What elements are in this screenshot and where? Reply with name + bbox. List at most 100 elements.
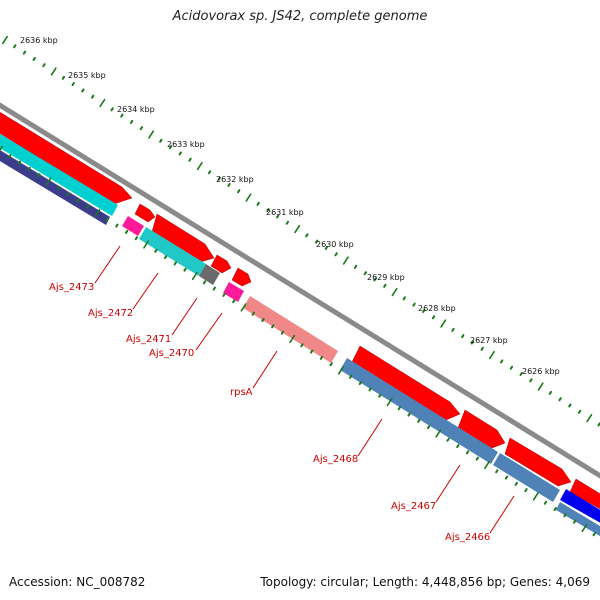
feature-blue-1 <box>560 489 600 523</box>
leader-rpsA <box>252 350 278 389</box>
gene-forward-4 <box>210 254 232 274</box>
tick-mark <box>500 359 504 364</box>
tick-mark <box>577 409 582 414</box>
tick-mark <box>86 204 90 209</box>
kbp-label: 2626 kbp <box>522 367 560 376</box>
tick-mark <box>407 412 411 417</box>
tick-mark <box>314 239 319 244</box>
tick-mark <box>373 277 377 282</box>
leader-Ajs_2468 <box>357 418 383 457</box>
tick-mark <box>581 523 588 533</box>
tick-mark <box>0 145 3 152</box>
kbp-label: 2634 kbp <box>117 105 155 114</box>
tick-mark <box>329 362 333 367</box>
tick-mark <box>222 292 226 297</box>
tick-mark <box>349 374 353 379</box>
tick-mark <box>2 35 8 45</box>
outer-tick-ring <box>2 35 600 427</box>
tick-mark <box>358 381 363 386</box>
tick-mark <box>519 371 523 376</box>
tick-mark <box>514 481 518 486</box>
tick-mark <box>573 519 577 524</box>
feature-navy-1 <box>0 150 110 225</box>
tick-mark <box>337 366 344 375</box>
tick-mark <box>431 315 436 320</box>
tick-mark <box>202 280 207 285</box>
tick-mark <box>105 217 109 222</box>
tick-mark <box>353 264 358 269</box>
gene-label: Ajs_2466 <box>445 532 490 543</box>
tick-mark <box>558 397 562 402</box>
gene-label: Ajs_2470 <box>149 348 194 359</box>
tick-mark <box>363 271 367 276</box>
tick-mark <box>440 319 447 328</box>
feature-salmon-1 <box>243 296 338 363</box>
tick-mark <box>232 299 236 304</box>
tick-mark <box>245 193 252 202</box>
leader-Ajs_2473 <box>94 245 121 284</box>
tick-mark <box>480 346 484 351</box>
leader-Ajs_2472 <box>132 272 159 310</box>
gene-label: Ajs_2473 <box>49 282 94 293</box>
tick-mark <box>592 532 596 537</box>
tick-mark <box>368 387 372 392</box>
tick-mark <box>148 130 155 139</box>
tick-mark <box>168 145 173 150</box>
tick-mark <box>488 350 495 360</box>
gene-forward-1 <box>0 111 133 205</box>
tick-mark <box>56 185 61 190</box>
tick-mark <box>120 113 124 118</box>
tick-mark <box>548 390 553 395</box>
kbp-labels: 2636 kbp 2635 kbp 2634 kbp 2633 kbp 2632… <box>20 36 560 376</box>
tick-mark <box>110 107 114 112</box>
inner-tick-ring <box>0 145 596 537</box>
tick-mark <box>324 245 329 250</box>
tick-mark <box>45 177 52 186</box>
tick-mark <box>163 255 168 260</box>
tick-mark <box>27 166 31 171</box>
tick-mark <box>134 236 139 241</box>
gene-label: Ajs_2468 <box>313 454 358 465</box>
tick-mark <box>196 161 203 171</box>
tick-mark <box>159 138 163 143</box>
accession-text: Accession: NC_008782 <box>9 575 146 589</box>
tick-mark <box>543 500 548 505</box>
tick-mark <box>524 488 528 493</box>
tick-mark <box>294 224 301 234</box>
kbp-label: 2627 kbp <box>470 336 508 345</box>
tick-mark <box>237 189 241 194</box>
tick-mark <box>94 208 101 218</box>
tick-mark <box>475 456 479 461</box>
gene-forward-7 <box>457 409 506 449</box>
tick-mark <box>391 287 398 297</box>
tick-mark <box>456 444 460 449</box>
tick-mark <box>188 157 192 162</box>
tick-mark <box>99 98 106 108</box>
tick-mark <box>495 469 499 474</box>
backbone <box>0 102 600 479</box>
feature-grey-1 <box>199 264 220 285</box>
tick-mark <box>417 418 421 423</box>
tick-mark <box>139 126 143 131</box>
gene-labels: Ajs_2473 Ajs_2472 Ajs_2471 Ajs_2470 rpsA… <box>49 282 490 543</box>
leader-Ajs_2466 <box>489 495 515 534</box>
feature-steelblue-1 <box>340 358 498 464</box>
tick-mark <box>334 252 338 257</box>
feature-bars <box>0 134 600 537</box>
tick-mark <box>32 56 36 61</box>
tick-mark <box>532 492 539 501</box>
tick-mark <box>470 340 475 345</box>
tick-mark <box>412 302 416 307</box>
gene-forward-9 <box>569 478 600 510</box>
page-title: Acidovorax sp. JS42, complete genome <box>172 9 428 24</box>
tick-mark <box>217 176 221 181</box>
tick-mark <box>71 82 75 87</box>
tick-mark <box>426 425 431 430</box>
tick-mark <box>568 403 572 408</box>
tick-mark <box>300 343 304 348</box>
tick-mark <box>66 192 70 197</box>
tick-mark <box>484 460 491 470</box>
tick-mark <box>537 382 544 391</box>
tick-mark <box>256 201 260 206</box>
topology-text: Topology: circular; Length: 4,448,856 bp… <box>260 575 590 589</box>
